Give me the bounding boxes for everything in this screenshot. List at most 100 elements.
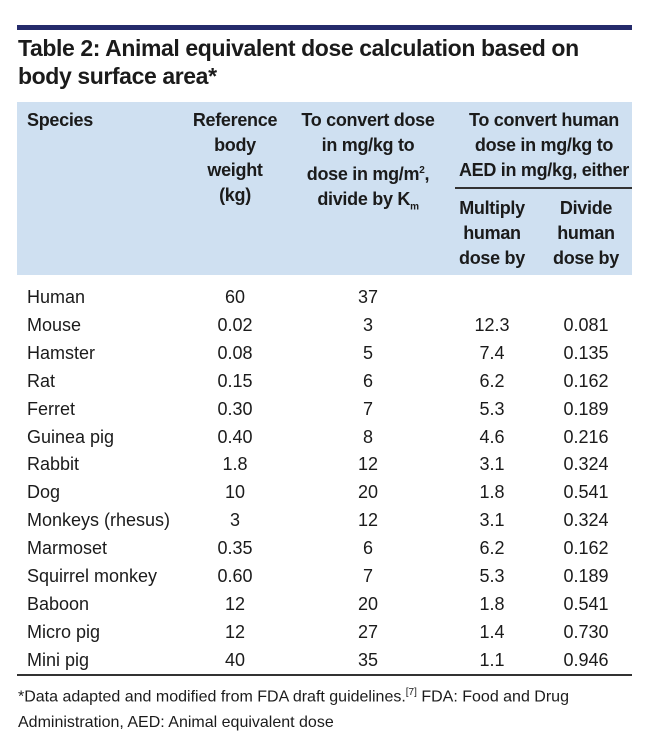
value-cell: 7 [362, 398, 373, 419]
header-line: human [557, 223, 615, 243]
footnote-text: FDA: Food and Drug Administration, AED: … [18, 688, 569, 732]
value-cell: 0.189 [563, 398, 609, 419]
header-text: divide by K [317, 189, 411, 209]
value-cell: 40 [224, 649, 246, 670]
header-km: To convert dose in mg/kg to dose in mg/m… [293, 108, 443, 220]
value-cell: 0.730 [563, 621, 609, 642]
title: Table 2: Animal equivalent dose calculat… [18, 34, 579, 90]
header-line: dose in mg/kg to [474, 135, 614, 155]
header-text: dose in mg/m [306, 164, 420, 184]
value-cell: 0.135 [563, 342, 609, 363]
value-cell: 8 [362, 426, 373, 447]
value-cell: 12 [224, 621, 246, 642]
header-line: Divide [559, 198, 613, 218]
value-cell: 3 [362, 314, 373, 335]
value-cell: 0.216 [563, 426, 609, 447]
value-cell: 5.3 [479, 398, 505, 419]
value-cell: 7 [362, 566, 373, 586]
footnote-ref: [7] [405, 687, 417, 698]
value-cell: 20 [357, 593, 379, 614]
value-cell: 1.4 [479, 621, 505, 642]
header-line: To convert dose [301, 110, 435, 130]
value-cell: 10 [224, 482, 246, 503]
header-line: weight [207, 160, 263, 180]
value-cell: 12 [224, 593, 246, 614]
value-cell: 0.541 [563, 593, 609, 614]
value-cell: 0.324 [563, 454, 609, 475]
superscript: 2 [419, 165, 425, 176]
header-line: dose by [459, 248, 525, 268]
value-cell: 6 [362, 538, 373, 559]
top-rule [17, 25, 632, 30]
value-cell: 0.081 [563, 314, 609, 335]
value-cell: 0.946 [563, 649, 609, 670]
header-text: , [424, 164, 430, 184]
value-cell: 60 [224, 287, 246, 307]
header-line: (kg) [219, 185, 251, 205]
value-cell: 0.08 [217, 342, 253, 363]
title-line: body surface area* [18, 63, 217, 89]
species-cell: Marmoset [27, 538, 108, 559]
species-cell: Guinea pig [27, 426, 115, 447]
species-cell: Monkeys (rhesus) [27, 510, 171, 531]
value-cell: 1.8 [222, 454, 248, 475]
value-cell: 0.30 [217, 398, 253, 419]
species-cell: Mouse [27, 314, 82, 335]
value-cell: 0.15 [217, 370, 253, 391]
footnote-text: *Data adapted and modified from FDA draf… [18, 688, 406, 706]
header-line: divide by Km [293, 187, 443, 220]
bottom-rule [17, 674, 632, 676]
header-rule [455, 187, 632, 189]
value-cell: 3.1 [479, 510, 505, 531]
header-line: dose in mg/m2, [293, 158, 443, 187]
value-cell: 0.324 [563, 510, 609, 531]
value-cell: 1.8 [479, 482, 505, 503]
value-cell: 0.40 [217, 426, 253, 447]
header-multiply: Multiply human dose by [447, 196, 537, 271]
subscript: m [410, 201, 419, 213]
species-cell: Micro pig [27, 621, 101, 642]
species-cell: Hamster [27, 342, 96, 363]
header-line: in mg/kg to [321, 135, 415, 155]
value-cell: 1.8 [479, 593, 505, 614]
header-background [17, 102, 632, 275]
value-cell: 0.189 [563, 566, 609, 586]
value-cell: 0.541 [563, 482, 609, 503]
footnote: *Data adapted and modified from FDA draf… [18, 680, 628, 736]
header-line: Multiply [459, 198, 525, 218]
value-cell: 3 [229, 510, 240, 531]
value-cell: 1.1 [479, 649, 505, 670]
value-cell: 0.60 [217, 566, 253, 586]
value-cell: 5 [362, 342, 373, 363]
header-divide: Divide human dose by [541, 196, 631, 271]
value-cell: 4.6 [479, 426, 505, 447]
species-cell: Mini pig [27, 649, 90, 670]
value-cell: 12 [357, 510, 379, 531]
value-cell: 6 [362, 370, 373, 391]
species-cell: Rat [27, 370, 56, 391]
value-cell: 12.3 [474, 314, 510, 335]
value-cell: 7.4 [479, 342, 505, 363]
value-cell: 3.1 [479, 454, 505, 475]
species-cell: Squirrel monkey [27, 566, 158, 586]
value-cell: 6.2 [479, 370, 505, 391]
value-cell: 20 [357, 482, 379, 503]
header-line: AED in mg/kg, either [458, 160, 630, 180]
value-cell: 27 [357, 621, 379, 642]
value-cell: 6.2 [479, 538, 505, 559]
species-cell: Rabbit [27, 454, 80, 475]
value-cell: 12 [357, 454, 379, 475]
header-line: Reference [192, 110, 278, 130]
header-line: human [463, 223, 521, 243]
header-aed: To convert human dose in mg/kg to AED in m… [452, 108, 636, 183]
species-cell: Baboon [27, 593, 90, 614]
header-line: body [214, 135, 256, 155]
header-species: Species [27, 110, 93, 130]
title-line: Table 2: Animal equivalent dose calculat… [18, 35, 579, 61]
value-cell: 0.162 [563, 370, 609, 391]
value-cell: 5.3 [479, 566, 505, 586]
value-cell: 0.35 [217, 538, 253, 559]
value-cell: 0.162 [563, 538, 609, 559]
species-cell: Human [27, 287, 86, 307]
